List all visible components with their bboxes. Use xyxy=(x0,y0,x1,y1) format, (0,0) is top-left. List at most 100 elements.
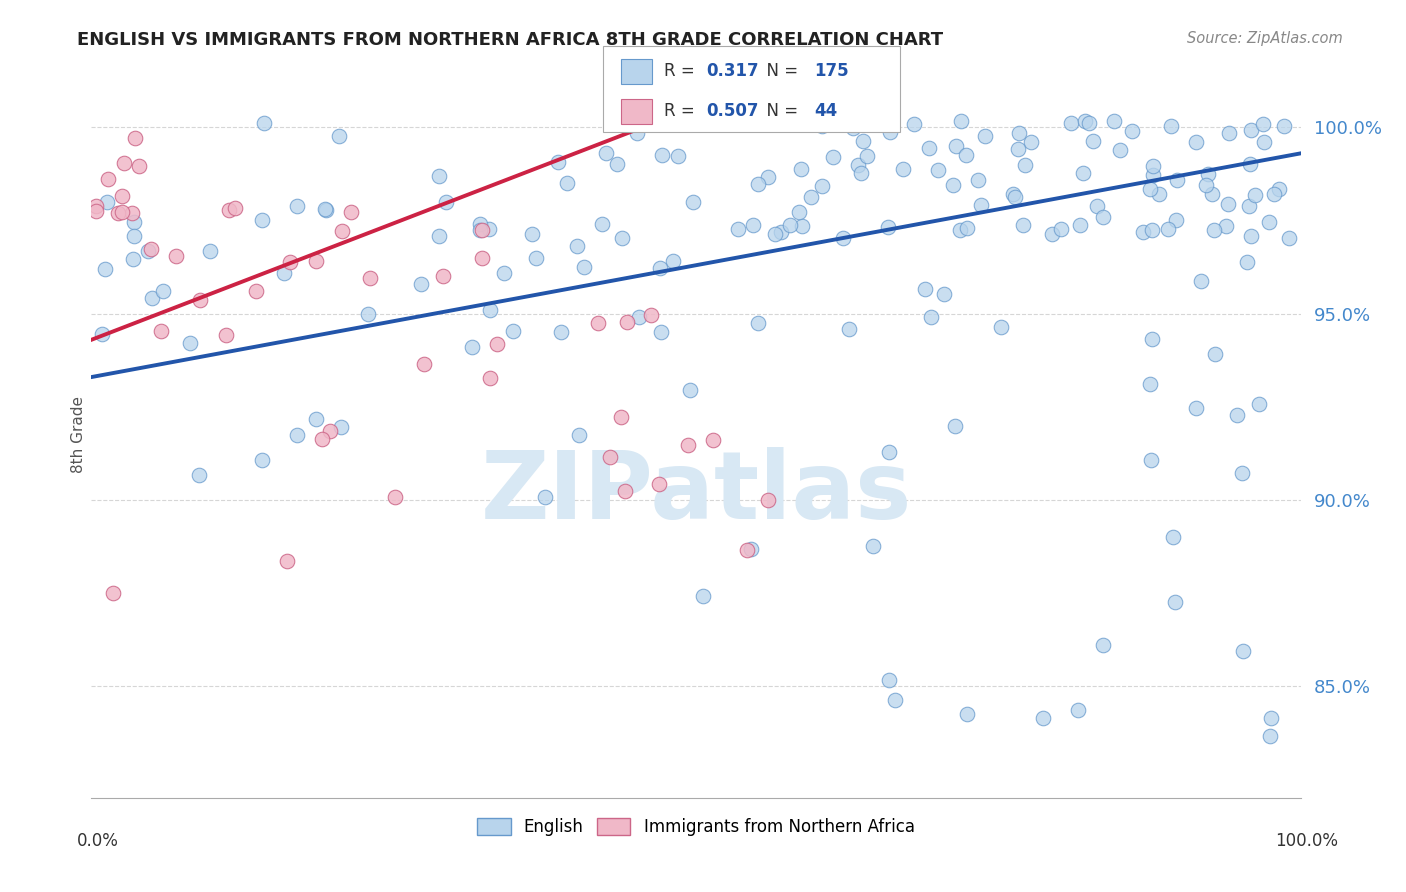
Point xyxy=(97,172,120,186)
Point xyxy=(679,383,702,397)
Point xyxy=(747,316,769,330)
Point xyxy=(328,128,350,143)
Point xyxy=(918,141,941,155)
Point xyxy=(1032,711,1054,725)
Point xyxy=(769,225,792,239)
Text: N =: N = xyxy=(756,62,804,80)
Point xyxy=(692,589,714,603)
Text: ZIPatlas: ZIPatlas xyxy=(481,447,911,539)
Point xyxy=(1230,466,1253,480)
Point xyxy=(831,231,853,245)
Point xyxy=(1069,219,1091,233)
Point xyxy=(287,428,309,442)
Point xyxy=(357,307,380,321)
Point xyxy=(253,116,276,130)
Point xyxy=(1204,347,1226,361)
Point xyxy=(811,179,834,194)
Point xyxy=(568,427,591,442)
Text: R =: R = xyxy=(664,103,700,120)
Point xyxy=(627,310,650,324)
Point xyxy=(215,328,238,343)
Text: Source: ZipAtlas.com: Source: ZipAtlas.com xyxy=(1187,31,1343,46)
Point xyxy=(84,204,107,219)
Point xyxy=(572,260,595,275)
Text: 0.0%: 0.0% xyxy=(77,831,120,849)
Text: 175: 175 xyxy=(814,62,849,80)
Point xyxy=(852,134,875,148)
Point xyxy=(956,221,979,235)
Point xyxy=(891,162,914,177)
Point xyxy=(340,205,363,219)
Point xyxy=(149,324,172,338)
Text: 0.317: 0.317 xyxy=(706,62,758,80)
Point xyxy=(626,126,648,140)
Point xyxy=(1251,117,1274,131)
Point xyxy=(502,324,524,338)
Point xyxy=(1092,210,1115,224)
Point xyxy=(329,420,352,434)
Point xyxy=(471,252,494,266)
Point xyxy=(737,113,759,128)
Point xyxy=(460,340,482,354)
Point xyxy=(1240,229,1263,244)
Point xyxy=(432,269,454,284)
Point xyxy=(1197,167,1219,181)
Point xyxy=(278,255,301,269)
Point xyxy=(950,114,973,128)
Point xyxy=(1226,408,1249,422)
Point xyxy=(330,224,353,238)
Point xyxy=(245,284,267,298)
Point xyxy=(883,693,905,707)
Point xyxy=(1201,187,1223,202)
Point xyxy=(1067,703,1090,717)
Point xyxy=(610,410,633,425)
Point xyxy=(485,337,508,351)
Point xyxy=(1253,135,1275,149)
Point xyxy=(128,160,150,174)
Point xyxy=(84,199,107,213)
Point xyxy=(1195,178,1218,192)
Point xyxy=(599,450,621,465)
Point xyxy=(124,131,146,145)
Point xyxy=(1139,182,1161,196)
Point xyxy=(1014,158,1036,172)
Point xyxy=(305,411,328,425)
Text: 0.507: 0.507 xyxy=(706,103,758,120)
Point xyxy=(1260,729,1282,743)
Point xyxy=(285,199,308,213)
Point xyxy=(742,218,765,232)
Point xyxy=(838,321,860,335)
Point xyxy=(790,219,813,233)
Point xyxy=(1147,187,1170,202)
Point xyxy=(1184,401,1206,416)
Point xyxy=(903,117,925,131)
Point xyxy=(122,215,145,229)
Point xyxy=(1244,188,1267,202)
Point xyxy=(359,270,381,285)
Point xyxy=(1139,377,1161,392)
Point xyxy=(640,308,662,322)
Point xyxy=(1163,530,1185,544)
Point xyxy=(311,433,333,447)
Point xyxy=(179,335,201,350)
Point xyxy=(198,244,221,258)
Point xyxy=(856,149,879,163)
Point xyxy=(914,282,936,296)
Point xyxy=(851,166,873,180)
Text: N =: N = xyxy=(756,103,804,120)
Point xyxy=(956,707,979,722)
Point xyxy=(124,228,146,243)
Point xyxy=(648,476,671,491)
Point xyxy=(1257,215,1279,229)
Point xyxy=(470,217,492,231)
Point xyxy=(650,325,672,339)
Point xyxy=(810,119,832,133)
Point xyxy=(565,239,588,253)
Point xyxy=(1007,142,1029,156)
Point xyxy=(595,145,617,160)
Point xyxy=(756,492,779,507)
Point xyxy=(969,198,991,212)
Point xyxy=(1189,274,1212,288)
Point xyxy=(550,325,572,339)
Point xyxy=(1268,181,1291,195)
